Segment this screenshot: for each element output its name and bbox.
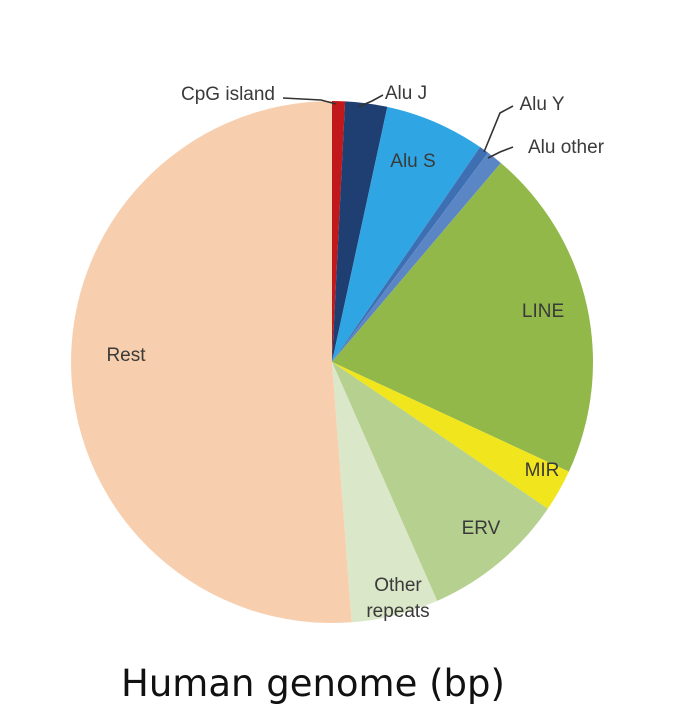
slice-label-cpg-island: CpG island (181, 84, 275, 105)
pie-slice-line (332, 163, 593, 472)
slice-label-alu-other: Alu other (528, 137, 605, 158)
slice-label-line: LINE (522, 301, 564, 322)
pie-slice-rest (71, 101, 352, 623)
slice-label-alu-s: Alu S (390, 151, 435, 172)
leader-cpg-island (282, 97, 337, 105)
slice-label-alu-y: Alu Y (519, 94, 564, 115)
pie-slice-erv (332, 362, 548, 601)
chart-title: Human genome (bp) (121, 662, 505, 705)
slice-label-mir: MIR (525, 460, 560, 481)
slice-label-alu-j: Alu J (385, 83, 427, 104)
slice-labels: CpG island Alu J Alu S Alu Y Alu other LINE MI… (106, 83, 604, 622)
pie-slice-cpg-island (332, 101, 346, 362)
pie-slice-other-repeats (332, 362, 438, 623)
pie-slice-alu-j (332, 101, 388, 362)
leader-lines (282, 94, 514, 159)
pie-slices (71, 101, 593, 623)
slice-label-rest: Rest (106, 345, 146, 366)
pie-slice-mir (332, 362, 569, 509)
pie-slice-alu-s (332, 106, 481, 363)
leader-alu-y (483, 105, 514, 153)
pie-slice-alu-other (332, 152, 501, 362)
leader-alu-other (487, 146, 514, 159)
leader-alu-j (357, 94, 384, 108)
slice-label-other-repeats: Other repeats (366, 575, 429, 622)
pie-slice-alu-y (332, 147, 489, 362)
slice-label-erv: ERV (462, 518, 501, 539)
